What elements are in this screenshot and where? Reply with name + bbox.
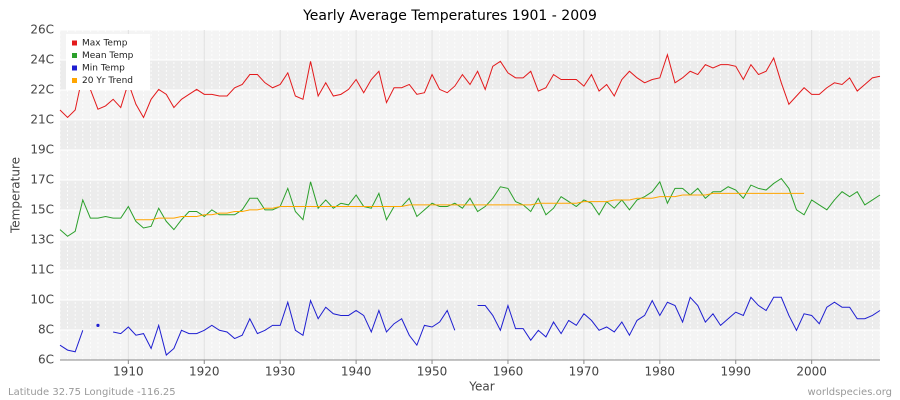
point bbox=[96, 323, 100, 327]
x-tick-label: 1960 bbox=[493, 365, 524, 379]
series-line bbox=[59, 296, 881, 356]
legend-swatch bbox=[72, 53, 77, 58]
y-tick-label: 15C bbox=[30, 203, 54, 217]
y-tick-label: 21C bbox=[30, 112, 54, 126]
y-tick-label: 17C bbox=[30, 172, 54, 186]
x-tick-label: 1980 bbox=[645, 365, 676, 379]
y-tick-label: 26C bbox=[30, 23, 54, 37]
y-tick-label: 6C bbox=[38, 353, 54, 367]
y-tick-label: 10C bbox=[30, 292, 54, 306]
legend-box bbox=[66, 34, 150, 90]
x-tick-label: 1940 bbox=[341, 365, 372, 379]
y-tick-label: 19C bbox=[30, 142, 54, 156]
x-tick-label: 1930 bbox=[265, 365, 296, 379]
x-tick-label: 1920 bbox=[189, 365, 220, 379]
x-axis-label: Year bbox=[468, 380, 494, 394]
y-axis-label: Temperature bbox=[9, 157, 23, 234]
y-tick-label: 13C bbox=[30, 233, 54, 247]
series-line bbox=[59, 177, 881, 237]
footer-right: worldspecies.org bbox=[808, 387, 892, 398]
y-tick-label: 8C bbox=[38, 322, 54, 336]
legend-swatch bbox=[72, 40, 77, 46]
footer-left: Latitude 32.75 Longitude -116.25 bbox=[8, 387, 176, 398]
legend-label: Max Temp bbox=[82, 39, 128, 49]
series-line bbox=[135, 192, 805, 221]
series-line bbox=[59, 53, 881, 119]
y-tick-label: 22C bbox=[30, 83, 54, 97]
x-tick-label: 1910 bbox=[113, 365, 144, 379]
legend-label: 20 Yr Trend bbox=[82, 76, 133, 86]
x-tick-label: 1990 bbox=[720, 365, 751, 379]
x-tick-label: 1970 bbox=[569, 365, 600, 379]
y-tick-label: 11C bbox=[30, 263, 54, 277]
x-tick-label: 1950 bbox=[417, 365, 448, 379]
legend-swatch bbox=[72, 65, 77, 71]
legend-swatch bbox=[72, 78, 77, 83]
legend-label: Min Temp bbox=[82, 64, 125, 74]
chart-title: Yearly Average Temperatures 1901 - 2009 bbox=[302, 8, 597, 24]
y-tick-label: 24C bbox=[30, 53, 54, 67]
legend-label: Mean Temp bbox=[82, 51, 134, 61]
x-tick-label: 2000 bbox=[796, 365, 827, 379]
